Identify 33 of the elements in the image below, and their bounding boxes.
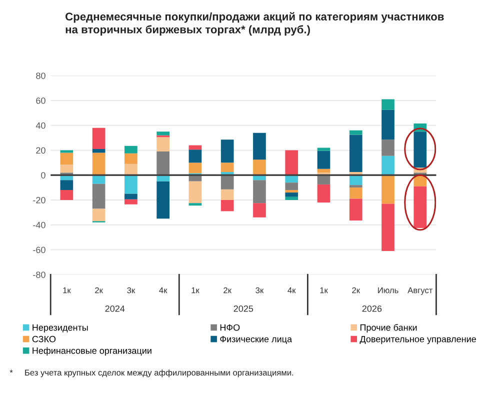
x-tick-label: 2к [224, 287, 232, 294]
y-tick-label: -60 [33, 246, 46, 254]
legend-label: СЗКО [32, 336, 56, 342]
text: * Без учета крупных сделок между аффилированными организациями. [10, 369, 294, 378]
y-tick-label: 20 [36, 147, 46, 154]
y-tick-label: 80 [36, 72, 46, 79]
chart-title: Среднемесячные покупки/продажи акций по категориям участников на вторичных биржевых торгах* (млрд руб.) [66, 12, 444, 36]
legend-label: Доверительное управление [360, 336, 476, 344]
x-tick-label: 1к [192, 287, 200, 294]
legend-label: НФО [220, 324, 240, 331]
x-tick-label: 4к [159, 287, 168, 294]
y-tick-label: 0 [41, 172, 46, 178]
legend-label: Прочие банки [360, 324, 417, 332]
x-tick-label: Июль [378, 287, 398, 294]
text: 2026 [362, 305, 382, 312]
y-tick-label: -40 [33, 222, 46, 228]
legend-label: Нефинансовые организации [32, 347, 152, 356]
x-tick-label: 4к [288, 287, 296, 294]
x-tick-label: 1к [63, 287, 71, 294]
y-tick-label: -20 [33, 196, 46, 204]
text: 2025 [234, 305, 254, 312]
y-tick-label: -80 [33, 272, 46, 278]
legend-label: Физические лица [220, 336, 292, 344]
x-tick-label: Август [408, 287, 433, 295]
x-tick-label: 2к [352, 287, 360, 294]
x-tick-label: 3к [256, 287, 264, 294]
x-tick-label: 3к [127, 287, 136, 294]
legend-label: Нерезиденты [32, 324, 88, 332]
y-tick-label: 40 [36, 122, 46, 129]
y-tick-label: 60 [36, 97, 46, 104]
text: 2024 [105, 305, 125, 312]
x-tick-label: 2к [95, 287, 103, 294]
x-tick-label: 1к [320, 287, 328, 294]
